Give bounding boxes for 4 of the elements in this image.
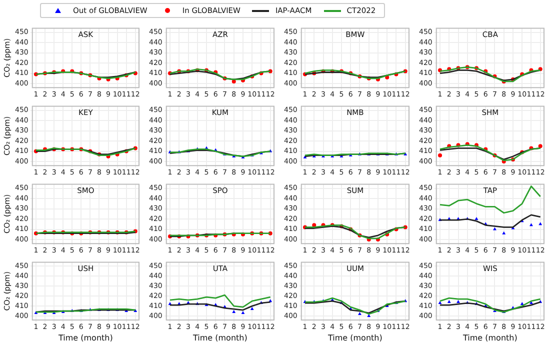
x-axis-title: Time (month): [327, 333, 382, 342]
x-axis-title: Time (month): [462, 333, 518, 342]
x-axis-title: Time (month): [192, 333, 248, 342]
x-axis-title: Time (month): [58, 333, 113, 342]
